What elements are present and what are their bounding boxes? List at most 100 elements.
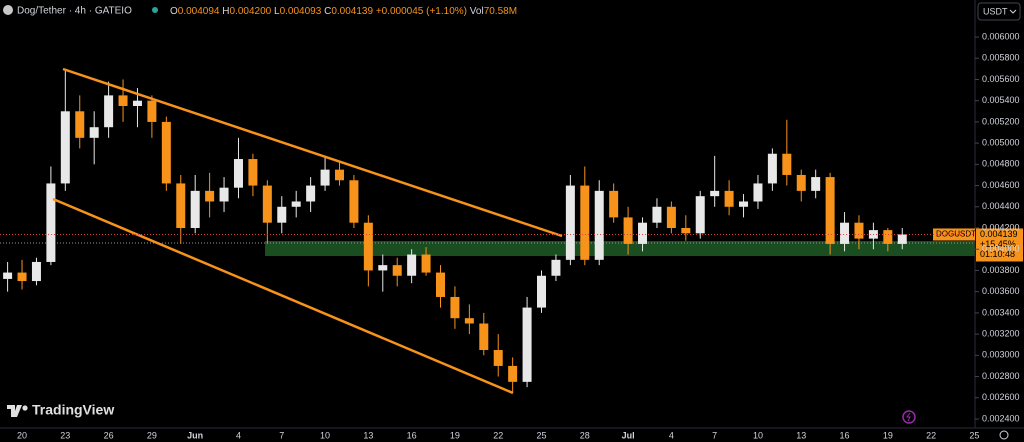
x-tick-label: 7	[279, 430, 284, 440]
tag-change: +15.45%	[980, 239, 1016, 249]
x-tick-label: 25	[969, 430, 979, 440]
y-tick-label: 0.004200	[982, 222, 1020, 232]
candle-body	[623, 217, 633, 244]
logo-dot	[22, 405, 28, 411]
candle-body	[854, 222, 864, 239]
candle-body	[75, 111, 85, 138]
candle-body	[508, 365, 518, 382]
y-tick-label: 0.004800	[982, 159, 1020, 169]
candle-body	[306, 185, 316, 202]
candle-body	[421, 254, 431, 273]
candle-body	[320, 169, 330, 186]
y-tick-label: 0.003000	[982, 350, 1020, 360]
candle-body	[17, 272, 27, 282]
x-tick-label: 10	[320, 430, 330, 440]
candle-body	[551, 259, 561, 276]
currency-label[interactable]: USDT	[983, 6, 1008, 16]
label: H	[222, 6, 229, 17]
x-tick-label: 7	[712, 430, 717, 440]
candle-body	[493, 350, 503, 366]
symbol-icon	[3, 5, 13, 15]
plot	[3, 70, 907, 393]
x-tick-label: 16	[407, 430, 417, 440]
watermark-text: TradingView	[32, 402, 114, 418]
y-tick-label: 0.005600	[982, 74, 1020, 84]
x-tick-label: 22	[926, 430, 936, 440]
candle-body	[262, 185, 272, 223]
candle-body	[334, 169, 344, 181]
x-tick-label: 19	[450, 430, 460, 440]
label: L	[274, 6, 280, 17]
support-zone	[265, 241, 975, 256]
candle-body	[753, 183, 763, 202]
candle-body	[580, 185, 590, 260]
candle-body	[450, 296, 460, 319]
candle-body	[233, 159, 243, 188]
y-tick-label: 0.005400	[982, 95, 1020, 105]
x-tick-label: 29	[147, 430, 157, 440]
candle-body	[436, 272, 445, 297]
x-tick-label: 25	[537, 430, 547, 440]
candle-body	[840, 222, 850, 244]
tag-symbol: DOGUSDT	[936, 230, 976, 239]
alert-icon[interactable]	[902, 410, 916, 424]
candle-body	[89, 127, 99, 138]
candle-body	[796, 174, 806, 191]
y-tick-label: 0.003600	[982, 286, 1020, 296]
trend-line-upper	[62, 67, 563, 238]
candle-body	[147, 100, 157, 122]
status-dot	[152, 7, 158, 13]
value: 0.004200	[230, 6, 272, 17]
value: 70.58M	[484, 6, 517, 17]
candle-body	[825, 177, 835, 244]
x-tick-label: 4	[669, 430, 674, 440]
candle-body	[392, 265, 402, 276]
candle-body	[638, 222, 648, 244]
settings-icon[interactable]	[999, 430, 1009, 440]
candle-body	[609, 190, 619, 218]
value: 0.004093	[280, 6, 322, 17]
candle-body	[522, 307, 532, 382]
y-tick-label: 0.002800	[982, 371, 1020, 381]
x-tick-label: 26	[104, 430, 114, 440]
candle-body	[666, 206, 676, 229]
bolt	[906, 412, 911, 422]
candle-body	[710, 190, 720, 197]
candle-body	[695, 196, 705, 234]
chevron	[1009, 9, 1017, 14]
y-tick-label: 0.004400	[982, 201, 1020, 211]
candle-body	[104, 95, 114, 128]
candle-body	[681, 228, 691, 234]
y-tick-label: 0.003200	[982, 328, 1020, 338]
ohlc-legend: O0.004094 H0.004200 L0.004093 C0.004139 …	[170, 6, 517, 17]
trend-line-lower	[52, 197, 514, 395]
candle-body	[407, 254, 417, 276]
candle-body	[363, 222, 373, 271]
currency-button[interactable]	[977, 2, 1021, 21]
label: C	[324, 6, 331, 17]
y-tick-label: 0.004000	[982, 244, 1020, 254]
candle-body	[652, 206, 662, 223]
x-tick-label: 23	[60, 430, 70, 440]
candle-body	[897, 234, 907, 244]
candle-body	[782, 153, 792, 175]
candle-body	[739, 201, 749, 207]
y-tick-label: 0.002600	[982, 392, 1020, 402]
candle-body	[291, 201, 301, 207]
y-tick-label: 0.002400	[982, 413, 1020, 423]
candle-body	[205, 190, 215, 202]
candle-body	[537, 275, 547, 308]
label: O	[170, 6, 178, 17]
x-tick-label: 10	[753, 430, 763, 440]
candle-body	[176, 183, 186, 229]
symbol-title: Dog/Tether · 4h · GATEIO	[17, 6, 132, 17]
candle-body	[724, 190, 734, 207]
candle-body	[46, 183, 56, 262]
candle-body	[883, 230, 893, 244]
y-tick-label: 0.005000	[982, 138, 1020, 148]
candle-body	[190, 190, 200, 229]
candle-body	[767, 153, 777, 184]
x-tick-label: Jul	[622, 430, 635, 440]
candle-body	[378, 265, 388, 271]
candle-body	[219, 187, 229, 202]
